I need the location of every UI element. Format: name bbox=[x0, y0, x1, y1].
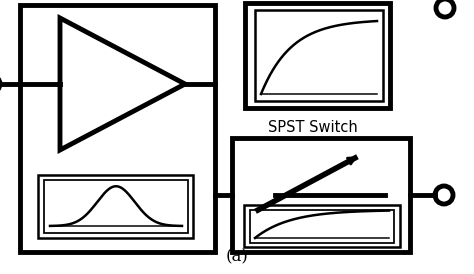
Bar bbox=[255, 10, 383, 101]
Bar bbox=[44, 180, 188, 233]
Bar bbox=[244, 205, 400, 247]
Bar bbox=[250, 210, 394, 243]
Text: SPST Switch: SPST Switch bbox=[268, 120, 357, 135]
Bar bbox=[38, 175, 193, 238]
Bar bbox=[245, 3, 390, 108]
Bar bbox=[20, 5, 215, 252]
Text: (a): (a) bbox=[226, 248, 248, 265]
Bar bbox=[232, 138, 410, 252]
